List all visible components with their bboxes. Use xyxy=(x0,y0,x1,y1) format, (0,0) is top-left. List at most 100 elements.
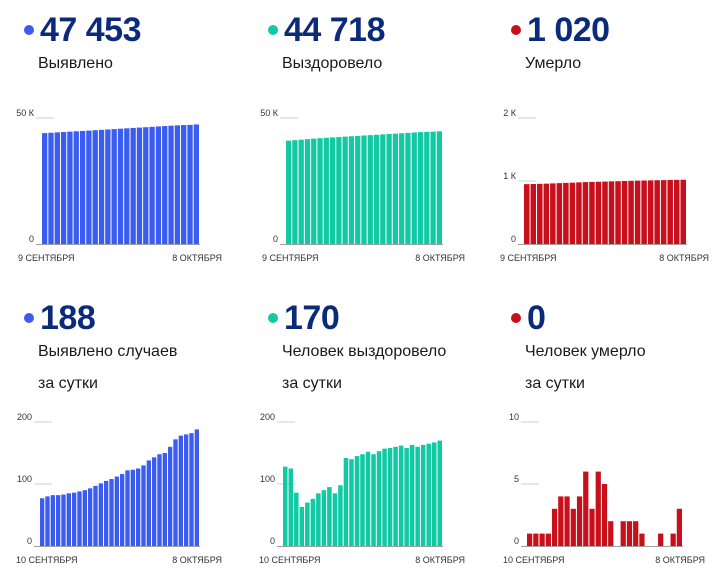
bar xyxy=(321,490,327,546)
bar xyxy=(371,454,376,546)
bar xyxy=(67,131,73,244)
bar xyxy=(673,179,680,244)
bar xyxy=(676,508,682,546)
bar xyxy=(365,451,371,546)
bar xyxy=(545,533,551,546)
bar xyxy=(349,459,354,546)
bar xyxy=(149,126,155,244)
bar xyxy=(601,484,608,546)
stat-value: 188 xyxy=(40,299,96,337)
bar xyxy=(98,129,105,244)
bar xyxy=(193,124,199,244)
stat-headline: 170 xyxy=(268,298,340,338)
bar xyxy=(82,490,87,546)
bar xyxy=(329,137,336,244)
y-tick-label: 100 xyxy=(260,474,275,484)
stat-headline: 1 020 xyxy=(511,10,610,50)
bar xyxy=(109,479,114,546)
bar xyxy=(563,182,569,244)
bar xyxy=(93,485,98,546)
bar xyxy=(576,182,582,244)
bar xyxy=(332,493,338,546)
bar-chart: 0 1 К 2 К 9 СЕНТЯБРЯ 8 ОКТЯБРЯ xyxy=(500,108,709,263)
bar xyxy=(628,180,634,244)
dot-icon xyxy=(24,25,34,35)
bar xyxy=(146,460,151,546)
bar xyxy=(376,451,382,546)
stat-headline: 47 453 xyxy=(24,10,142,50)
bar xyxy=(608,521,614,546)
y-tick-label: 200 xyxy=(17,412,32,422)
bar xyxy=(348,136,355,244)
bar xyxy=(98,483,103,546)
bar xyxy=(286,140,292,244)
bar xyxy=(620,521,626,546)
bar xyxy=(367,135,373,244)
bar xyxy=(360,454,365,546)
bar xyxy=(417,132,424,244)
bar xyxy=(157,454,162,546)
stat-value: 1 020 xyxy=(527,11,610,49)
bar xyxy=(50,495,55,546)
bar xyxy=(299,506,305,546)
bar xyxy=(141,465,146,546)
bar xyxy=(194,429,199,546)
bar xyxy=(556,183,563,244)
bar xyxy=(386,134,392,244)
bar xyxy=(162,453,167,546)
bar xyxy=(626,521,633,546)
bar xyxy=(317,138,323,244)
bar xyxy=(125,470,130,546)
bar xyxy=(86,130,92,244)
bar xyxy=(130,469,135,546)
bar xyxy=(576,496,583,546)
x-end-date-label: 8 ОКТЯБРЯ xyxy=(415,253,465,263)
bar xyxy=(136,127,143,244)
bar xyxy=(288,468,294,546)
bar xyxy=(647,180,654,244)
stat-label-line-1: Выявлено случаев xyxy=(38,343,178,360)
x-start-date-label: 10 СЕНТЯБРЯ xyxy=(503,555,565,565)
bar xyxy=(550,183,556,244)
bar xyxy=(114,476,119,546)
y-tick-label: 2 К xyxy=(503,108,517,118)
bar xyxy=(589,508,595,546)
bar-chart: 0 5 10 10 СЕНТЯБРЯ 8 ОКТЯБРЯ xyxy=(503,412,705,565)
bar xyxy=(393,446,398,546)
bar xyxy=(633,521,639,546)
bar xyxy=(187,124,193,244)
bar xyxy=(539,533,545,546)
bar xyxy=(311,138,317,244)
bar xyxy=(437,440,442,546)
bar xyxy=(72,492,77,546)
bar xyxy=(639,533,645,546)
y-tick-label: 5 xyxy=(514,474,519,484)
bar xyxy=(310,498,316,546)
bar xyxy=(162,126,168,244)
bar xyxy=(292,140,298,244)
bar xyxy=(641,180,647,244)
bar xyxy=(527,533,533,546)
bar xyxy=(615,181,621,244)
bar xyxy=(582,182,589,244)
bar xyxy=(174,125,181,244)
bar xyxy=(40,498,45,546)
bar xyxy=(569,182,576,244)
bar xyxy=(564,496,570,546)
stat-label-line-2: за сутки xyxy=(282,375,342,392)
y-tick-label: 0 xyxy=(514,536,519,546)
bar xyxy=(355,135,361,244)
stat-value: 44 718 xyxy=(284,11,386,49)
bar xyxy=(42,133,48,244)
bar xyxy=(152,457,157,546)
bar xyxy=(342,136,348,244)
bar xyxy=(124,128,130,244)
y-tick-label: 200 xyxy=(260,412,275,422)
dot-icon xyxy=(268,25,278,35)
bar xyxy=(66,493,71,546)
bar xyxy=(533,533,539,546)
y-tick-label: 50 К xyxy=(16,108,35,118)
bar xyxy=(60,132,67,244)
bar xyxy=(670,533,676,546)
bar xyxy=(399,133,405,244)
